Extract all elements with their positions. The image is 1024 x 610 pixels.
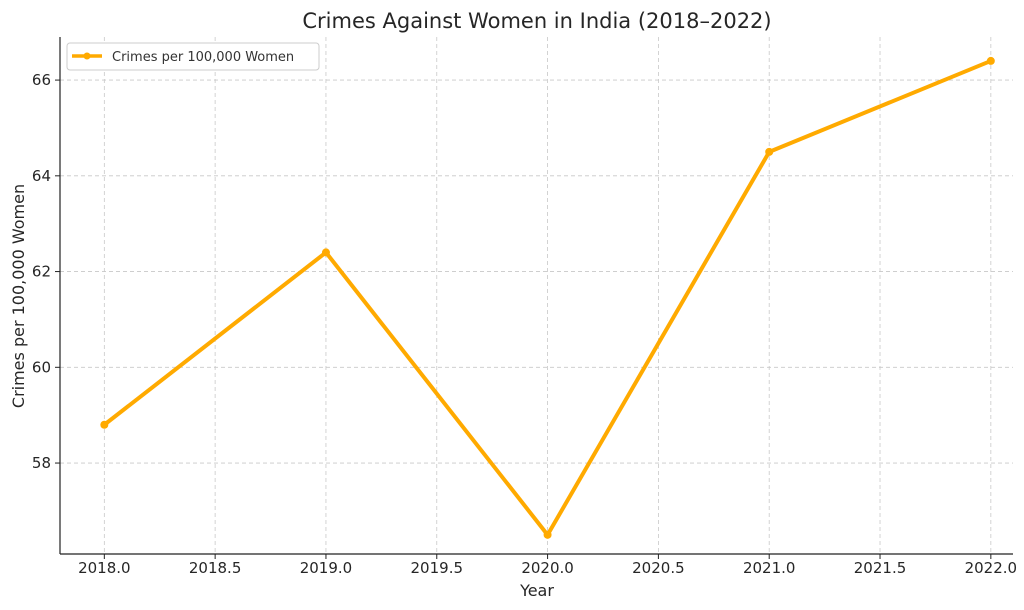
x-axis-ticks: 2018.0 2018.5 2019.0 2019.5 2020.0 2020.5 2021… <box>78 554 1017 577</box>
x-tick-label: 2019.5 <box>411 559 464 577</box>
x-axis-label: Year <box>519 581 554 600</box>
x-tick-label: 2021.5 <box>854 559 907 577</box>
y-axis-label: Crimes per 100,000 Women <box>9 184 28 408</box>
x-tick-label: 2022.0 <box>965 559 1018 577</box>
y-tick-label: 60 <box>32 358 51 376</box>
x-tick-label: 2018.5 <box>189 559 242 577</box>
y-tick-label: 58 <box>32 454 51 472</box>
grid <box>60 37 1013 554</box>
x-tick-label: 2020.5 <box>632 559 685 577</box>
legend: Crimes per 100,000 Women <box>66 42 320 71</box>
data-point <box>765 147 774 156</box>
data-point <box>100 420 109 429</box>
legend-box <box>66 42 320 71</box>
data-point <box>986 56 995 65</box>
axes <box>59 37 1013 555</box>
legend-label: Crimes per 100,000 Women <box>112 50 294 65</box>
y-tick-label: 64 <box>32 167 51 185</box>
x-tick-label: 2020.0 <box>521 559 574 577</box>
y-tick-label: 62 <box>32 263 51 281</box>
x-tick-label: 2019.0 <box>300 559 353 577</box>
x-tick-label: 2021.0 <box>743 559 796 577</box>
data-point <box>543 530 552 539</box>
y-tick-label: 66 <box>32 71 51 89</box>
x-tick-label: 2018.0 <box>78 559 131 577</box>
legend-marker <box>83 52 91 60</box>
data-point <box>321 248 330 257</box>
series-layer <box>100 56 995 539</box>
y-axis-ticks: 58 60 62 64 66 <box>32 71 60 472</box>
chart-title: Crimes Against Women in India (2018–2022… <box>302 9 771 33</box>
